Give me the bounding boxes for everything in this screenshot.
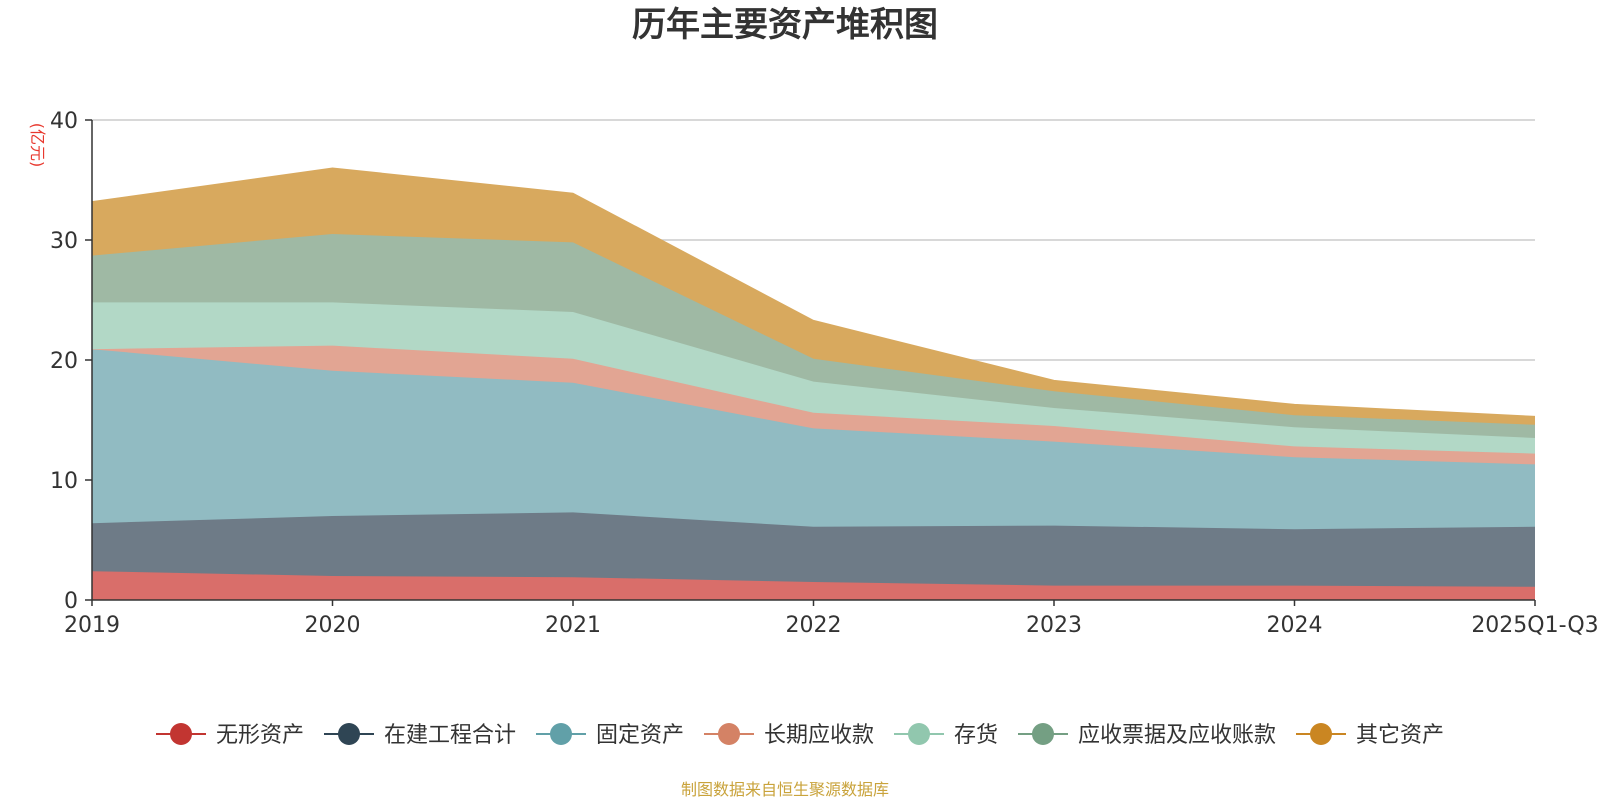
x-tick-label-6: 2025Q1-Q3 [1471,613,1598,638]
legend-label-4: 存货 [954,723,998,748]
legend-item-0[interactable]: 无形资产 [156,723,304,748]
area-2[interactable] [92,349,1535,530]
legend-marker-6 [1310,723,1332,745]
legend-marker-2 [550,723,572,745]
legend-item-6[interactable]: 其它资产 [1296,723,1444,748]
area-1[interactable] [92,512,1535,587]
y-tick-label-2: 20 [50,349,78,374]
legend-item-3[interactable]: 长期应收款 [704,723,874,748]
legend-marker-5 [1032,723,1054,745]
legend-label-1: 在建工程合计 [384,723,516,748]
axes [85,119,1536,606]
y-tick-labels: 0 10 20 30 40 [50,109,78,614]
legend-item-5[interactable]: 应收票据及应收账款 [1018,723,1276,748]
legend-label-2: 固定资产 [596,723,684,748]
y-tick-label-0: 0 [64,589,78,614]
area-3[interactable] [92,345,1535,465]
area-0[interactable] [92,571,1535,600]
x-tick-label-4: 2023 [1026,613,1082,638]
legend-label-3: 长期应收款 [764,723,874,748]
x-tick-label-3: 2022 [786,613,842,638]
legend-item-2[interactable]: 固定资产 [536,723,684,748]
legend-marker-4 [908,723,930,745]
legend[interactable]: 无形资产 在建工程合计 固定资产 长期应收款 存货 应收票据及应收账款 其它资产 [156,723,1444,748]
y-tick-label-4: 40 [50,109,78,134]
y-tick-label-3: 30 [50,229,78,254]
legend-label-0: 无形资产 [216,723,304,748]
x-tick-label-1: 2020 [305,613,361,638]
legend-marker-1 [338,723,360,745]
legend-item-1[interactable]: 在建工程合计 [324,723,516,748]
legend-marker-0 [170,723,192,745]
area-edge-6 [91,167,1536,417]
legend-marker-3 [718,723,740,745]
chart-title: 历年主要资产堆积图 [632,5,938,45]
legend-label-5: 应收票据及应收账款 [1078,723,1276,748]
legend-label-6: 其它资产 [1356,723,1444,748]
x-tick-label-0: 2019 [64,613,120,638]
y-axis-label: (亿元) [28,123,47,168]
data-source-note: 制图数据来自恒生聚源数据库 [681,780,889,799]
area-6[interactable] [92,168,1535,425]
area-5[interactable] [92,234,1535,438]
x-tick-labels: 2019 2020 2021 2022 2023 2024 2025Q1-Q3 [64,613,1599,638]
x-tick-label-5: 2024 [1267,613,1323,638]
legend-item-4[interactable]: 存货 [894,723,998,748]
area-4[interactable] [92,302,1535,454]
y-tick-label-1: 10 [50,469,78,494]
x-tick-label-2: 2021 [545,613,601,638]
area-series-group [91,167,1536,600]
